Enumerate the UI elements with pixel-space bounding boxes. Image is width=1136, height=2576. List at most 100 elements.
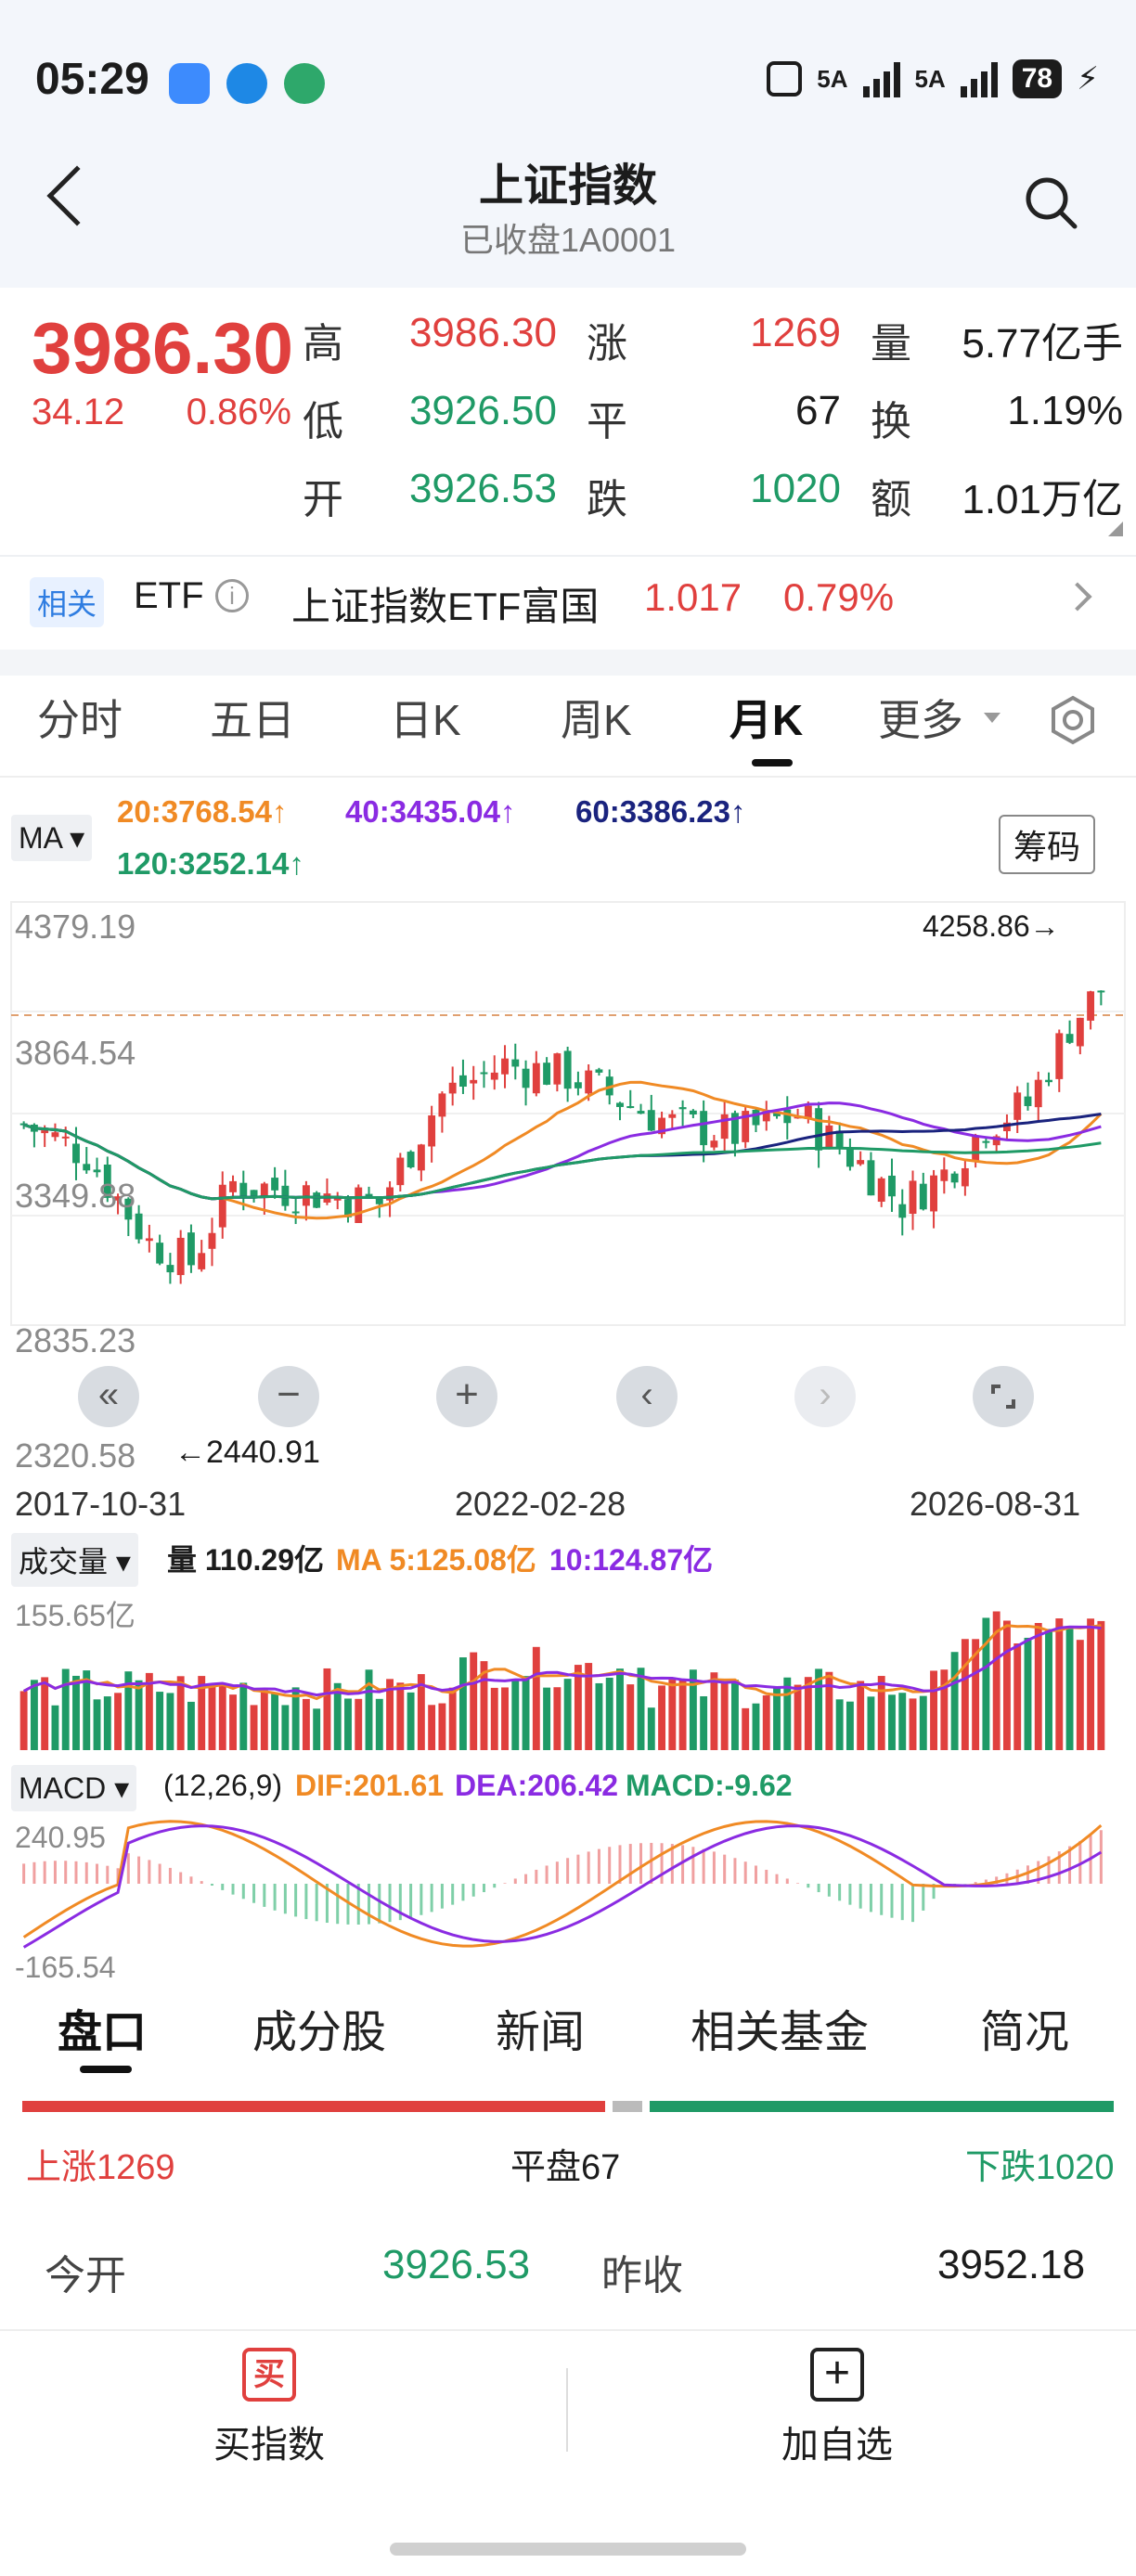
today-open-label: 今开	[45, 2253, 126, 2299]
volume-bar	[626, 1684, 635, 1750]
volume-bar	[532, 1646, 540, 1750]
kline-candle	[647, 1110, 655, 1131]
tab-constituents[interactable]: 成分股	[252, 2008, 387, 2057]
date-right: 2026-08-31	[910, 1485, 1081, 1523]
ma-selector[interactable]: MA ▾	[11, 815, 93, 861]
section-gap	[0, 650, 1136, 676]
kline-candle	[501, 1058, 509, 1075]
kline-candle	[355, 1187, 363, 1223]
kline-candle	[145, 1238, 153, 1242]
info-icon[interactable]: i	[215, 579, 249, 612]
open-value: 3926.53	[408, 466, 557, 511]
volume-bar	[804, 1677, 812, 1750]
kline-candle	[407, 1152, 415, 1168]
volume-bar	[386, 1679, 394, 1750]
kline-candle	[898, 1204, 907, 1218]
volume-bar	[458, 1657, 467, 1750]
tab-profile[interactable]: 简况	[980, 2008, 1070, 2057]
volume-ma10-line	[22, 1625, 1102, 1697]
open-label: 开	[303, 477, 343, 522]
volume-bar	[710, 1672, 718, 1750]
zoom-out-button[interactable]: −	[258, 1366, 319, 1427]
kline-candle	[563, 1050, 572, 1089]
kline-candle	[386, 1187, 394, 1201]
kline-candle	[835, 1130, 844, 1150]
kline-candle	[250, 1190, 258, 1197]
kline-chart[interactable]	[0, 779, 1136, 1986]
tab-monthly-k[interactable]: 月K	[729, 696, 804, 744]
kline-candle	[585, 1070, 593, 1094]
volume-bar	[30, 1680, 38, 1750]
kline-candle	[972, 1135, 980, 1162]
etf-type-label: ETF	[134, 575, 204, 616]
kline-candle	[909, 1180, 917, 1215]
tab-order-book[interactable]: 盘口	[58, 2008, 148, 2057]
volume-bar	[166, 1693, 174, 1750]
volume-bar	[344, 1698, 352, 1750]
kline-candle	[428, 1115, 436, 1147]
fullscreen-button[interactable]	[973, 1366, 1034, 1427]
kline-candle	[187, 1232, 195, 1266]
related-etf-row[interactable]	[0, 555, 1136, 648]
volume-bar	[156, 1692, 164, 1750]
high-value: 3986.30	[408, 310, 557, 355]
search-icon[interactable]	[1023, 174, 1078, 230]
volume-bar	[333, 1682, 342, 1750]
buy-index-label: 买指数	[213, 2425, 325, 2466]
kline-candle	[804, 1105, 812, 1119]
expand-corner-icon[interactable]	[1108, 522, 1123, 536]
volume-bar	[208, 1685, 216, 1750]
volume-bar	[1024, 1637, 1032, 1750]
ma20-line	[23, 1080, 1103, 1220]
kline-candle	[396, 1157, 405, 1186]
tab-related-funds[interactable]: 相关基金	[691, 2008, 870, 2057]
active-tab-indicator	[752, 759, 793, 766]
macd-y-top: 240.95	[15, 1821, 106, 1854]
scroll-left-button[interactable]: ‹	[616, 1366, 678, 1427]
macd-selector[interactable]: MACD ▾	[11, 1765, 137, 1811]
settings-icon[interactable]	[1047, 694, 1099, 746]
kline-candle	[888, 1175, 896, 1197]
volume-bar	[470, 1652, 478, 1750]
volume-bar	[730, 1680, 739, 1750]
volume-bar	[135, 1680, 143, 1750]
flat-label: 平	[587, 399, 627, 444]
add-watchlist-button[interactable]: + 加自选	[754, 2348, 921, 2487]
kline-candle	[41, 1130, 49, 1134]
volume-bar	[114, 1693, 123, 1750]
volume-bar	[972, 1639, 980, 1750]
kline-candle	[543, 1063, 551, 1085]
kline-candle	[668, 1114, 677, 1118]
zoom-in-button[interactable]: +	[436, 1366, 497, 1427]
volume-bar	[857, 1681, 865, 1750]
jump-start-button[interactable]: «	[78, 1366, 139, 1427]
volume-bar	[501, 1687, 509, 1750]
kline-candle	[773, 1112, 781, 1116]
buy-index-button[interactable]: 买 买指数	[186, 2348, 353, 2487]
tab-intraday[interactable]: 分时	[37, 696, 123, 744]
volume-selector[interactable]: 成交量 ▾	[11, 1533, 138, 1587]
volume-bar	[867, 1696, 875, 1750]
tab-weekly-k[interactable]: 周K	[561, 696, 632, 744]
volume-bar	[637, 1668, 645, 1750]
kline-candle	[72, 1143, 80, 1164]
tab-more[interactable]: 更多	[878, 696, 963, 744]
tab-five-day[interactable]: 五日	[210, 696, 295, 744]
volume-bar	[647, 1707, 655, 1750]
tab-daily-k[interactable]: 日K	[390, 696, 461, 744]
volume-bar	[511, 1681, 520, 1750]
chips-button[interactable]: 筹码	[999, 815, 1096, 874]
add-watchlist-label: 加自选	[781, 2425, 893, 2466]
app-icon	[284, 63, 325, 104]
volume-bar	[176, 1676, 185, 1750]
volume-bar	[846, 1701, 854, 1750]
kline-candle	[448, 1082, 457, 1094]
kline-candle	[239, 1182, 248, 1198]
period-tabs	[0, 676, 1136, 778]
ma40-value: 40:3435.04↑	[345, 794, 516, 829]
scroll-right-button[interactable]: ›	[794, 1366, 856, 1427]
volume-bar	[835, 1699, 844, 1750]
tab-news[interactable]: 新闻	[496, 2008, 586, 2057]
browser-icon	[226, 63, 267, 104]
kline-candle	[950, 1173, 959, 1183]
